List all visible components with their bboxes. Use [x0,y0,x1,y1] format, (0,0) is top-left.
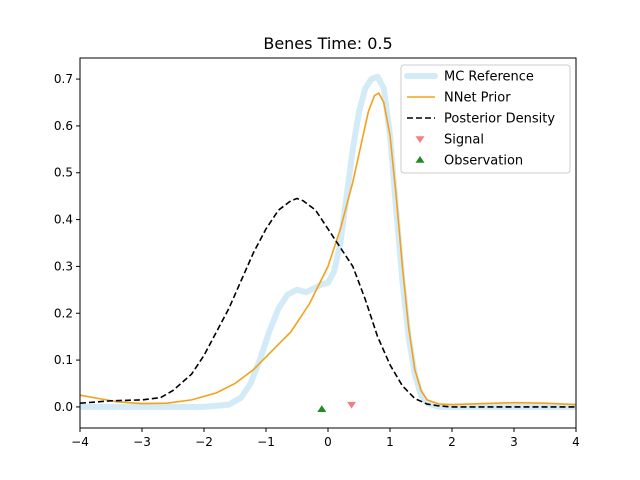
y-tick-label: 0.3 [54,259,73,273]
legend-signal-marker [415,136,425,144]
signal-marker [347,401,357,409]
y-tick-label: 0.6 [54,119,73,133]
observation-marker [317,405,327,412]
legend-mc-reference-label: MC Reference [444,70,534,85]
x-tick-label: 1 [386,435,394,449]
x-tick-label: 2 [448,435,456,449]
plot-area [80,73,576,412]
legend-nnet-prior-label: NNet Prior [444,91,511,106]
axes: −4 −3 −2 −1 0 1 2 3 4 0.0 0.1 0.2 0.3 0.4 0.5 0.6 0.7 [54,57,580,449]
legend-observation-label: Observation [444,154,523,169]
y-tick-label: 0.5 [54,166,73,180]
x-tick-label: −3 [133,435,151,449]
y-tick-label: 0.2 [54,306,73,320]
series-group [80,73,576,412]
x-tick-label: −1 [257,435,275,449]
y-tick-label: 0.4 [54,213,73,227]
legend-signal-label: Signal [444,133,484,148]
y-tick-label: 0.1 [54,353,73,367]
legend: MC Reference NNet Prior Posterior Density S… [400,64,571,174]
x-tick-label: 3 [510,435,518,449]
y-tick-label: 0.7 [54,72,73,86]
nnet-prior-line [80,92,576,406]
legend-posterior-density-label: Posterior Density [444,112,555,127]
mc-reference-line [80,73,576,410]
posterior-density-line [80,197,576,408]
y-tick-label: 0.0 [54,400,73,414]
x-tick-label: 4 [572,435,580,449]
legend-box [400,64,571,174]
x-tick-label: −2 [195,435,213,449]
chart-title: Benes Time: 0.5 [263,34,392,53]
legend-observation-marker [415,155,425,163]
x-tick-label: −4 [71,435,89,449]
x-tick-label: 0 [324,435,332,449]
